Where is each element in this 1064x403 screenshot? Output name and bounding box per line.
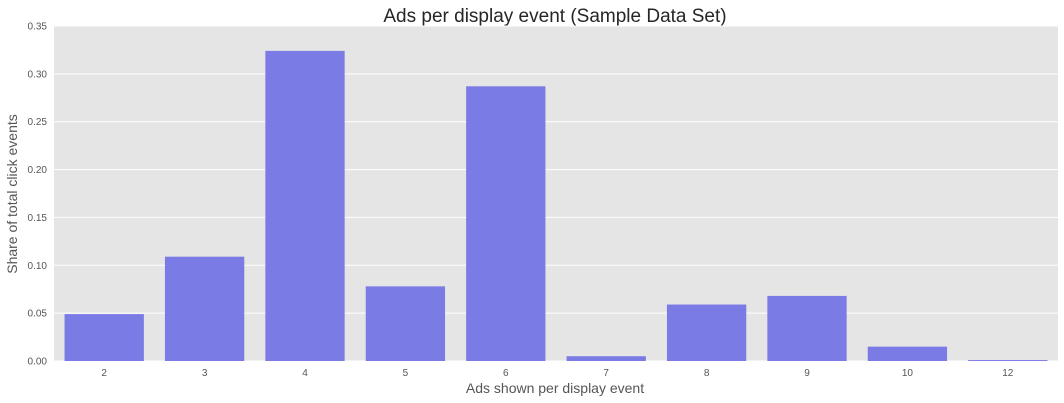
- x-tick-label: 9: [804, 368, 810, 379]
- x-tick-label: 3: [202, 368, 208, 379]
- y-axis-title: Share of total click events: [4, 114, 20, 274]
- y-tick-label: 0.25: [28, 117, 48, 128]
- y-tick-labels: 0.00 0.05 0.10 0.15 0.20 0.25 0.30 0.35: [28, 22, 48, 368]
- y-tick-label: 0.10: [28, 261, 48, 272]
- bar-10: [867, 346, 948, 361]
- x-tick-label: 2: [101, 368, 107, 379]
- bars: [64, 50, 1048, 362]
- bar-4: [265, 50, 345, 362]
- y-tick-label: 0.15: [28, 213, 48, 224]
- x-tick-label: 12: [1002, 368, 1014, 379]
- y-tick-label: 0.35: [28, 22, 48, 33]
- y-tick-label: 0.30: [28, 69, 48, 80]
- bar-8: [666, 304, 747, 361]
- x-tick-label: 10: [902, 368, 914, 379]
- bar-9: [767, 295, 847, 361]
- y-tick-label: 0.00: [28, 357, 48, 368]
- x-tick-label: 6: [503, 368, 509, 379]
- x-tick-label: 4: [302, 368, 308, 379]
- bar-12: [968, 360, 1048, 361]
- x-tick-label: 8: [704, 368, 710, 379]
- chart-title: Ads per display event (Sample Data Set): [383, 6, 726, 27]
- bar-2: [64, 314, 144, 361]
- bar-7: [566, 356, 646, 361]
- x-tick-label: 7: [603, 368, 609, 379]
- y-tick-label: 0.20: [28, 165, 48, 176]
- y-tick-label: 0.05: [28, 309, 48, 320]
- x-axis-title: Ads shown per display event: [466, 380, 644, 396]
- bar-5: [365, 286, 446, 361]
- x-tick-labels: 2 3 4 5 6 7 8 9 10 12: [101, 368, 1013, 379]
- bar-6: [466, 86, 546, 362]
- bar-3: [164, 256, 245, 361]
- x-tick-label: 5: [403, 368, 409, 379]
